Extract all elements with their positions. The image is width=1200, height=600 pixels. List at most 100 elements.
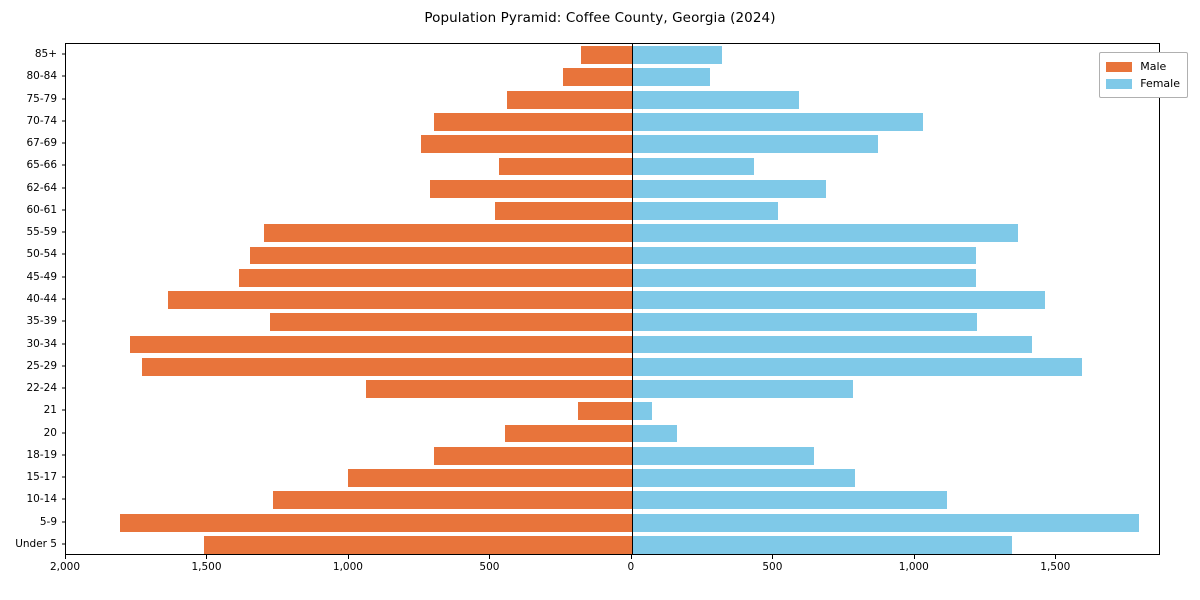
x-tick-mark — [772, 555, 774, 559]
bar-male — [347, 469, 632, 487]
bar-male — [429, 179, 632, 198]
y-tick-label: 67-69 — [26, 137, 57, 150]
y-tick-label: 20 — [43, 426, 57, 439]
y-tick-mark — [61, 343, 65, 345]
bar-row — [66, 380, 1159, 398]
y-tick-label: 25-29 — [26, 359, 57, 372]
bar-male — [129, 335, 632, 354]
x-tick-label: 1,000 — [332, 561, 363, 573]
y-tick-mark — [61, 365, 65, 367]
bar-row — [66, 513, 1159, 532]
x-tick-mark — [1055, 555, 1057, 559]
bar-female — [631, 90, 799, 109]
y-tick-mark — [61, 387, 65, 389]
x-tick-label: 500 — [762, 561, 783, 573]
bar-female — [631, 313, 978, 332]
bar-row — [66, 402, 1159, 421]
y-tick-label: 70-74 — [26, 114, 57, 127]
bar-female — [631, 113, 924, 131]
y-tick-label: 80-84 — [26, 70, 57, 83]
y-tick-label: 35-39 — [26, 315, 57, 328]
x-tick-mark — [913, 555, 915, 559]
bar-row — [66, 424, 1159, 443]
legend-swatch-male-icon — [1106, 61, 1133, 72]
y-tick-mark — [61, 498, 65, 500]
y-tick-label: 18-19 — [26, 448, 57, 461]
y-tick-mark — [61, 164, 65, 166]
bars-layer — [66, 44, 1159, 554]
bar-row — [66, 446, 1159, 465]
bar-male — [269, 313, 632, 332]
legend-entry-female: Female — [1106, 75, 1180, 92]
bar-row — [66, 246, 1159, 265]
bar-female — [631, 135, 879, 154]
bar-male — [562, 68, 632, 87]
y-tick-label: 22-24 — [26, 382, 57, 395]
x-tick-label: 2,000 — [49, 561, 81, 573]
bar-male — [249, 246, 632, 265]
bar-row — [66, 46, 1159, 65]
x-tick-mark — [630, 555, 632, 559]
bar-female — [631, 357, 1082, 376]
bar-female — [631, 291, 1045, 309]
bar-row — [66, 68, 1159, 87]
zero-axis-line — [631, 44, 633, 554]
bar-male — [141, 357, 632, 376]
bar-row — [66, 357, 1159, 376]
bar-male — [578, 402, 632, 421]
bar-female — [631, 424, 678, 443]
y-tick-label: 21 — [43, 404, 57, 417]
bar-male — [365, 380, 632, 398]
bar-male — [494, 202, 632, 220]
x-tick-label: 500 — [479, 561, 500, 573]
y-tick-mark — [61, 432, 65, 434]
bar-male — [433, 446, 632, 465]
bar-male — [167, 291, 632, 309]
legend-label-female: Female — [1140, 77, 1180, 90]
bar-row — [66, 268, 1159, 287]
y-tick-mark — [61, 253, 65, 255]
bar-row — [66, 291, 1159, 309]
x-tick-label: 1,500 — [1040, 561, 1071, 573]
y-tick-label: 62-64 — [26, 181, 57, 194]
bar-row — [66, 90, 1159, 109]
bar-row — [66, 335, 1159, 354]
plot-area — [65, 43, 1160, 555]
legend-swatch-female-icon — [1106, 78, 1133, 89]
bar-row — [66, 157, 1159, 176]
bar-male — [421, 135, 632, 154]
bar-male — [507, 90, 632, 109]
bar-male — [580, 46, 632, 65]
bar-female — [631, 246, 976, 265]
y-tick-label: 60-61 — [26, 203, 57, 216]
y-tick-label: 65-66 — [26, 159, 57, 172]
bar-row — [66, 469, 1159, 487]
y-tick-mark — [61, 409, 65, 411]
bar-row — [66, 179, 1159, 198]
legend[interactable]: Male Female — [1099, 52, 1188, 98]
bar-female — [631, 46, 723, 65]
x-tick-mark — [347, 555, 349, 559]
bar-female — [631, 491, 948, 510]
bar-row — [66, 313, 1159, 332]
bar-row — [66, 224, 1159, 243]
y-tick-label: 55-59 — [26, 226, 57, 239]
bar-female — [631, 179, 826, 198]
bar-male — [498, 157, 632, 176]
y-tick-label: 75-79 — [26, 92, 57, 105]
x-axis: 2,000 1,500 1,000 500 0 500 1,000 1,500 — [0, 555, 1200, 600]
y-tick-mark — [61, 298, 65, 300]
bar-row — [66, 535, 1159, 554]
x-tick-mark — [65, 555, 66, 559]
bar-female — [631, 224, 1019, 243]
x-tick-label: 1,500 — [191, 561, 222, 573]
bar-female — [631, 469, 856, 487]
y-tick-label: 30-34 — [26, 337, 57, 350]
bar-female — [631, 446, 815, 465]
y-tick-mark — [61, 276, 65, 278]
bar-male — [120, 513, 632, 532]
y-tick-mark — [61, 231, 65, 233]
x-tick-label: 0 — [627, 561, 635, 573]
x-tick-mark — [489, 555, 491, 559]
bar-male — [204, 535, 632, 554]
